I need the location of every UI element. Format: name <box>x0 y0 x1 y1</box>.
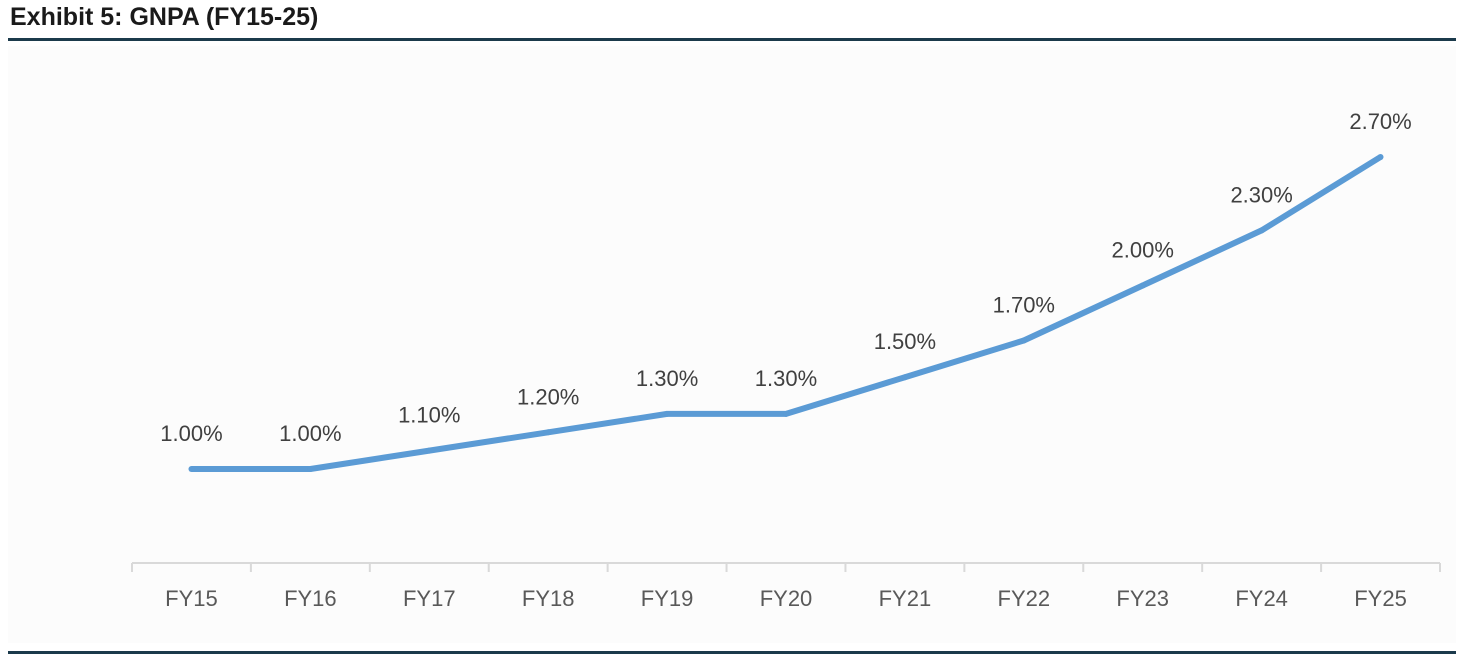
data-label-fy23: 2.00% <box>1112 237 1174 262</box>
x-tick-label-fy24: FY24 <box>1235 586 1288 611</box>
x-tick-label-fy15: FY15 <box>165 586 218 611</box>
x-tick-label-fy18: FY18 <box>522 586 575 611</box>
data-point-fy18 <box>545 429 552 436</box>
series-line <box>191 154 1383 472</box>
data-point-fy16 <box>307 466 314 472</box>
data-point-fy21 <box>901 374 908 381</box>
x-tick-label-fy25: FY25 <box>1354 586 1407 611</box>
data-point-fy17 <box>426 447 433 454</box>
x-tick-label-layer: FY15 FY16 FY17 FY18 FY19 FY20 FY21 FY22 FY23 FY24… <box>165 586 1407 611</box>
data-point-fy23 <box>1139 282 1146 289</box>
x-tick-label-fy23: FY23 <box>1116 586 1169 611</box>
x-tick-label-fy20: FY20 <box>760 586 813 611</box>
series-layer <box>188 154 1384 472</box>
data-label-fy20: 1.30% <box>755 366 817 391</box>
data-point-fy15 <box>188 466 195 472</box>
x-tick-label-fy19: FY19 <box>641 586 694 611</box>
x-tick-label-fy21: FY21 <box>879 586 932 611</box>
data-point-fy20 <box>783 410 789 417</box>
data-label-fy15: 1.00% <box>160 421 222 446</box>
bottom-divider <box>8 651 1456 654</box>
plot-area <box>8 46 1456 643</box>
data-point-fy25 <box>1377 154 1384 160</box>
data-label-fy18: 1.20% <box>517 384 579 409</box>
data-label-fy22: 1.70% <box>993 293 1055 318</box>
x-tick-label-fy17: FY17 <box>403 586 456 611</box>
data-point-fy19 <box>664 410 671 417</box>
x-axis <box>131 562 1441 572</box>
x-tick-label-fy16: FY16 <box>284 586 337 611</box>
x-tick-label-fy22: FY22 <box>998 586 1051 611</box>
data-label-fy25: 2.70% <box>1349 109 1411 134</box>
title-divider <box>8 38 1456 41</box>
data-label-layer: 1.00% 1.00% 1.10% 1.20% 1.30% 1.30% 1.50% 1.70%… <box>160 109 1411 446</box>
data-label-fy16: 1.00% <box>279 421 341 446</box>
data-label-fy21: 1.50% <box>874 329 936 354</box>
data-point-fy24 <box>1258 227 1265 234</box>
chart-title: Exhibit 5: GNPA (FY15-25) <box>10 3 319 31</box>
data-point-fy22 <box>1020 337 1027 344</box>
data-label-fy19: 1.30% <box>636 366 698 391</box>
data-label-fy17: 1.10% <box>398 403 460 428</box>
data-label-fy24: 2.30% <box>1230 182 1292 207</box>
